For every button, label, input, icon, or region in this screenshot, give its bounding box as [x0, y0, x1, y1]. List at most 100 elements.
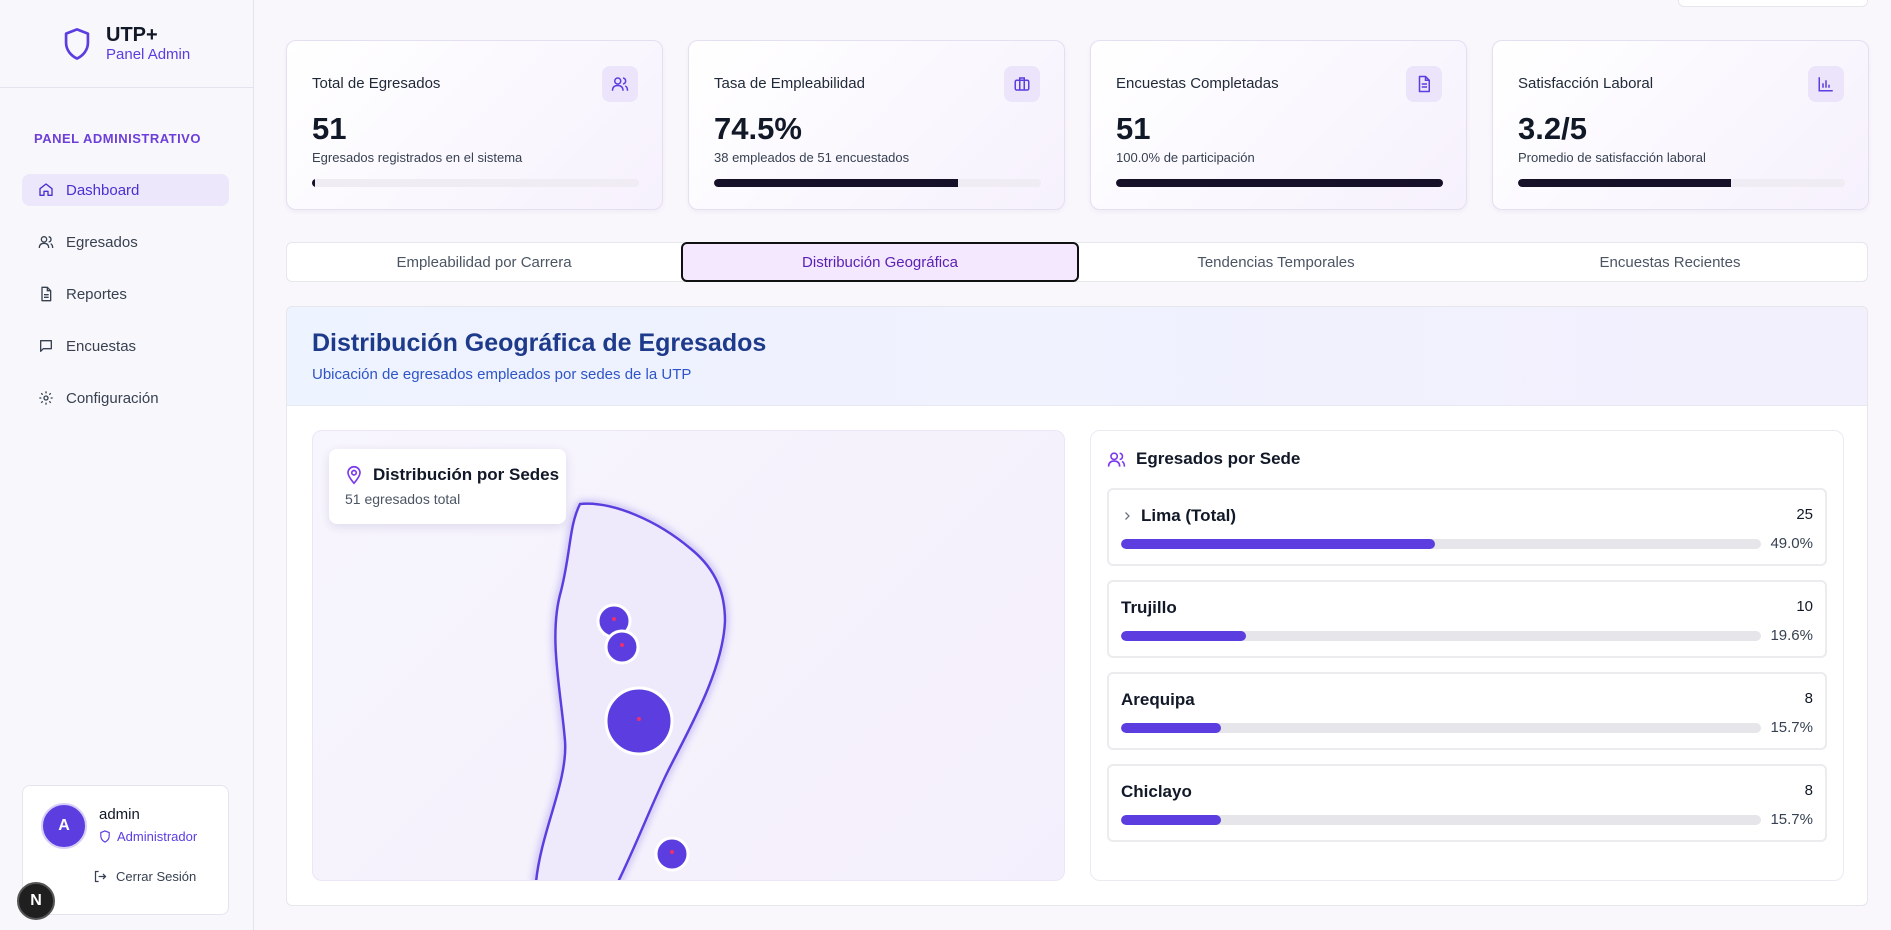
sede-name: Trujillo [1121, 598, 1177, 617]
user-card: A admin Administrador Cerrar Sesión [22, 785, 229, 915]
user-name: admin [99, 806, 140, 823]
stat-progress-fill [312, 179, 316, 187]
panel-header: Distribución Geográfica de Egresados Ubi… [287, 307, 1867, 406]
panel-subtitle: Ubicación de egresados empleados por sed… [312, 366, 692, 383]
sede-percent: 49.0% [1770, 535, 1813, 552]
marker-chiclayo[interactable] [604, 629, 640, 665]
map-legend-card: Distribución por Sedes 51 egresados tota… [329, 449, 566, 524]
stat-title: Total de Egresados [312, 75, 441, 92]
sidebar-item-egresados[interactable]: Egresados [22, 226, 229, 258]
document-icon [1418, 75, 1430, 93]
sidebar-item-configuracion[interactable]: Configuración [22, 382, 229, 414]
sidebar-item-dashboard[interactable]: Dashboard [22, 174, 229, 206]
marker-arequipa[interactable] [654, 836, 690, 872]
tab-empleabilidad[interactable]: Empleabilidad por Carrera [396, 253, 572, 271]
map-pin-icon [347, 465, 361, 485]
bar-chart-icon [1818, 77, 1833, 92]
briefcase-icon [1014, 77, 1030, 91]
brand-title: UTP+ [106, 23, 158, 46]
tab-tendencias[interactable]: Tendencias Temporales [1197, 253, 1355, 271]
sidebar-item-label: Reportes [66, 285, 127, 303]
sede-item-trujillo[interactable]: Trujillo 10 19.6% [1107, 580, 1827, 658]
stat-progress-fill [1518, 179, 1731, 187]
avatar: A [41, 803, 87, 849]
sede-item-lima[interactable]: Lima (Total) 25 49.0% [1107, 488, 1827, 566]
brand[interactable]: UTP+ Panel Admin [0, 0, 253, 88]
stat-icon-box [1808, 66, 1844, 102]
sede-list: Egresados por Sede Lima (Total) 25 49.0%… [1090, 430, 1844, 881]
sede-name: Lima (Total) [1141, 506, 1237, 525]
brand-subtitle: Panel Admin [106, 45, 191, 63]
top-control[interactable] [1678, 0, 1868, 7]
sidebar-item-label: Encuestas [66, 337, 137, 355]
stat-title: Encuestas Completadas [1116, 75, 1279, 92]
sidebar-item-label: Egresados [66, 233, 138, 251]
section-label: PANEL ADMINISTRATIVO [34, 131, 201, 146]
sede-name: Arequipa [1121, 690, 1195, 709]
sede-progress-track [1121, 539, 1761, 549]
stat-icon-box [1406, 66, 1442, 102]
shield-logo-icon [64, 27, 90, 60]
sede-item-chiclayo[interactable]: Chiclayo 8 15.7% [1107, 764, 1827, 842]
stat-description: Promedio de satisfacción laboral [1518, 150, 1706, 165]
dev-tools-badge[interactable]: N [17, 882, 55, 920]
map-card-subtitle: 51 egresados total [345, 491, 461, 507]
panel-title: Distribución Geográfica de Egresados [312, 329, 767, 357]
logout-icon [94, 870, 107, 883]
stat-card-encuestas: Encuestas Completadas 51 100.0% de parti… [1090, 40, 1467, 210]
stat-progress-fill [714, 179, 958, 187]
stat-title: Satisfacción Laboral [1518, 75, 1654, 92]
shield-icon [100, 830, 110, 843]
gear-icon [39, 391, 53, 405]
chevron-right-icon[interactable] [1121, 510, 1133, 522]
map-container[interactable]: Distribución por Sedes 51 egresados tota… [312, 430, 1065, 881]
logout-button[interactable]: Cerrar Sesión [93, 869, 196, 884]
stat-progress-track [1518, 179, 1845, 187]
sede-count: 25 [1796, 506, 1813, 523]
stat-progress-track [312, 179, 639, 187]
stat-description: 100.0% de participación [1116, 150, 1255, 165]
logout-label: Cerrar Sesión [116, 869, 197, 884]
sede-progress-track [1121, 723, 1761, 733]
tab-list: Empleabilidad por Carrera Distribución G… [286, 242, 1868, 282]
geo-panel: Distribución Geográfica de Egresados Ubi… [286, 306, 1868, 906]
home-icon [39, 183, 53, 196]
stat-value: 74.5% [714, 111, 802, 146]
sede-percent: 15.7% [1770, 719, 1813, 736]
sidebar-item-label: Dashboard [66, 181, 140, 199]
sede-list-header: Egresados por Sede [1107, 449, 1300, 469]
stat-value: 51 [312, 111, 347, 146]
stat-progress-track [714, 179, 1041, 187]
stat-icon-box [602, 66, 638, 102]
sede-list-title: Egresados por Sede [1136, 449, 1301, 468]
sede-progress-track [1121, 815, 1761, 825]
sede-name: Chiclayo [1121, 782, 1192, 801]
file-icon [41, 286, 52, 302]
sede-name-row: Lima (Total) [1121, 506, 1236, 526]
stat-progress-track [1116, 179, 1443, 187]
marker-lima[interactable] [604, 686, 674, 756]
stat-value: 3.2/5 [1518, 111, 1587, 146]
tab-distribucion-geografica[interactable]: Distribución Geográfica [681, 242, 1079, 282]
stat-card-egresados: Total de Egresados 51 Egresados registra… [286, 40, 663, 210]
stat-card-empleabilidad: Tasa de Empleabilidad 74.5% 38 empleados… [688, 40, 1065, 210]
stat-title: Tasa de Empleabilidad [714, 75, 865, 92]
sidebar-item-encuestas[interactable]: Encuestas [22, 330, 229, 362]
sede-progress-fill [1121, 631, 1247, 641]
sede-progress-fill [1121, 723, 1222, 733]
sede-count: 8 [1804, 690, 1813, 707]
message-icon [40, 340, 52, 352]
peru-map [534, 502, 727, 880]
stat-description: Egresados registrados en el sistema [312, 150, 523, 165]
sede-percent: 19.6% [1770, 627, 1813, 644]
users-icon [1107, 451, 1126, 467]
sidebar: UTP+ Panel Admin PANEL ADMINISTRATIVO Da… [0, 0, 254, 930]
sidebar-item-reportes[interactable]: Reportes [22, 278, 229, 310]
sidebar-nav: Dashboard Egresados Reportes Encuestas C… [22, 174, 229, 434]
sede-progress-fill [1121, 539, 1435, 549]
users-icon [611, 77, 629, 91]
stat-icon-box [1004, 66, 1040, 102]
tab-encuestas-recientes[interactable]: Encuestas Recientes [1599, 253, 1741, 271]
sede-percent: 15.7% [1770, 811, 1813, 828]
sede-item-arequipa[interactable]: Arequipa 8 15.7% [1107, 672, 1827, 750]
